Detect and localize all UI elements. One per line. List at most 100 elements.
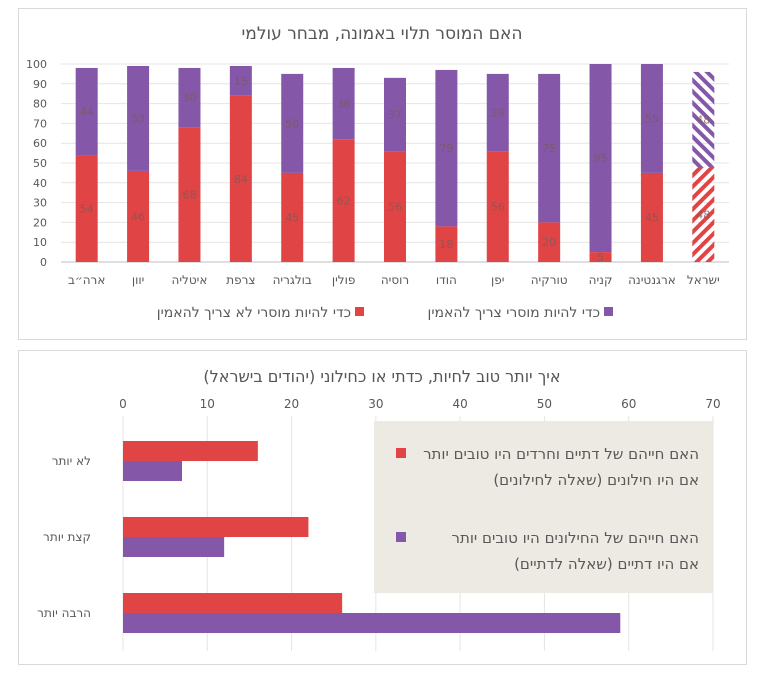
x-tick-label: 40 [453,397,468,411]
data-label: 56 [388,201,402,214]
bar-segment [281,172,304,262]
y-tick-label: הרבה יותר [37,606,91,620]
legend-label: כדי להיות מוסרי לא צריך להאמין [157,305,351,321]
bar-segment [538,73,561,223]
y-tick-label: 90 [33,78,47,91]
y-tick-label: קצת יותר [43,530,91,544]
x-tick-label: 70 [705,397,720,411]
y-tick-label: 40 [33,177,47,190]
x-tick-label: 60 [621,397,636,411]
legend-label: כדי להיות מוסרי צריך להאמין [428,305,600,321]
bottom-chart-panel: איך יותר טוב לחיות, כדתי או כחילוני (יהו… [18,350,747,665]
x-tick-label: ישראל [687,273,720,287]
bar [123,537,225,557]
data-label: 84 [234,173,248,186]
x-tick-label: 50 [537,397,552,411]
bar-segment [178,127,201,262]
data-label: 79 [439,142,453,155]
bar-segment [435,226,458,262]
data-label: 56 [491,201,505,214]
bar-segment [486,151,509,262]
data-label: 95 [594,152,608,165]
bar-segment [332,67,355,140]
y-tick-label: 0 [40,256,47,269]
bar-segment [229,65,252,96]
legend-label: האם חייהם של החילונים היו טובים יותר אם ה… [452,529,700,573]
x-tick-label: 30 [368,397,383,411]
bar-segment [589,252,612,262]
data-label: 45 [285,211,299,224]
bar-segment [281,73,304,173]
chart-title: האם המוסר תלוי באמונה, מבחר עולמי [242,24,523,44]
data-label: 30 [182,92,196,105]
x-tick-label: קניה [589,273,613,287]
legend-swatch [396,448,406,458]
data-label: 50 [285,117,299,130]
legend-swatch [355,307,364,316]
bar-segment [178,67,201,128]
data-label: 20 [542,236,556,249]
data-label: 48 [696,208,710,221]
bar-segment [75,67,98,156]
data-label: 54 [80,203,94,216]
bar-segment [692,71,715,167]
x-tick-label: טורקיה [531,273,568,287]
bar-segment [589,64,612,253]
x-tick-label: יפן [491,273,504,287]
data-label: 75 [542,142,556,155]
y-tick-label: 10 [33,236,47,249]
y-tick-label: 30 [33,197,47,210]
x-tick-label: ארגנטינה [628,273,676,287]
bar-segment [229,95,252,263]
bar [123,441,258,461]
x-tick-label: 20 [284,397,299,411]
bar-segment [692,166,715,262]
y-tick-label: 50 [33,157,47,170]
bar-segment [486,73,509,152]
bar-segment [332,139,355,262]
data-label: 55 [645,112,659,125]
x-tick-label: יוון [132,273,145,287]
data-label: 48 [696,113,710,126]
x-tick-label: בולגריה [273,273,312,287]
y-tick-label: 80 [33,98,47,111]
x-tick-label: איטליה [172,273,208,287]
top-chart-panel: האם המוסר תלוי באמונה, מבחר עולמי 0 10 20 30… [18,8,747,340]
data-label: 44 [80,106,94,119]
bar-segment [384,151,406,262]
data-label: 53 [131,112,145,125]
y-tick-label: 100 [26,58,47,71]
x-tick-label: 0 [119,397,127,411]
legend-swatch [396,532,406,542]
bar [123,461,182,481]
bar [123,613,621,633]
bar-segment [127,65,150,171]
bar [123,593,343,613]
y-tick-label: 60 [33,137,47,150]
legend-swatch [604,307,613,316]
stacked-bar-chart: האם המוסר תלוי באמונה, מבחר עולמי 0 10 20 30… [26,24,729,321]
bar-segment [640,64,663,173]
legend-label: האם חייהם של דתיים וחרדים היו טובים יותר… [423,445,699,489]
x-tick-label: פולין [332,273,356,287]
bar-segment [640,172,663,262]
bar [123,517,309,537]
data-label: 62 [337,195,351,208]
x-tick-label: 10 [200,397,215,411]
data-label: 45 [645,211,659,224]
horizontal-bar-chart: איך יותר טוב לחיות, כדתי או כחילוני (יהו… [37,367,721,651]
data-label: 18 [439,238,453,251]
bar-segment [435,69,458,227]
y-tick-label: לא יותר [52,454,91,468]
x-tick-label: צרפת [226,273,255,287]
data-label: 5 [597,251,604,264]
bar-segment [75,155,98,262]
bar-segment [538,222,561,262]
data-label: 36 [337,98,351,111]
x-tick-label: הודו [436,273,457,287]
data-label: 37 [388,108,402,121]
legend-box [374,421,713,593]
bar-segment [127,170,150,262]
data-label: 15 [234,75,248,88]
data-label: 39 [491,107,505,120]
